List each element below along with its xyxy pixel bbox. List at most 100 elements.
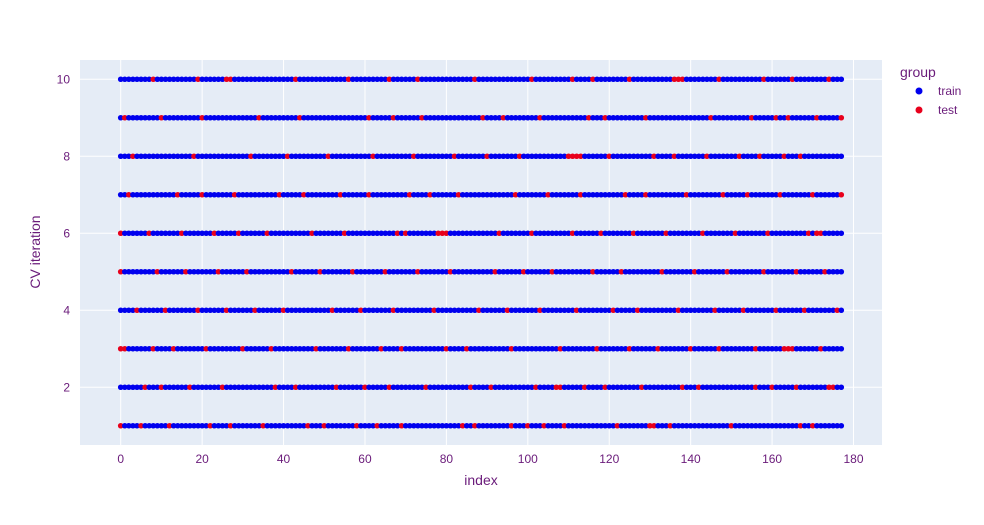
train-point (207, 153, 214, 160)
train-point (170, 191, 177, 198)
train-point (423, 114, 429, 121)
legend-item-test[interactable]: test (915, 103, 959, 117)
train-point (321, 191, 328, 198)
train-point (720, 230, 727, 237)
test-point (496, 230, 503, 237)
train-point (447, 384, 454, 391)
train-point (569, 114, 576, 121)
train-point (370, 422, 376, 429)
train-point (329, 422, 336, 429)
test-point (419, 114, 425, 121)
train-point (830, 422, 836, 429)
train-point (504, 345, 511, 352)
train-point (117, 191, 124, 198)
train-point (687, 384, 694, 391)
train-point (484, 191, 490, 198)
train-point (121, 422, 128, 429)
test-point (297, 114, 303, 121)
train-point (309, 114, 315, 121)
legend-item-train[interactable]: train (915, 84, 962, 98)
test-point (508, 422, 515, 429)
train-point (667, 153, 674, 160)
test-point (195, 76, 201, 83)
train-point (183, 230, 189, 237)
test-point (732, 230, 739, 237)
train-point (830, 76, 836, 83)
train-point (618, 153, 625, 160)
train-point (130, 114, 136, 121)
train-point (675, 153, 682, 160)
x-axis-ticks: 0 20 40 60 80 100 120 140 160 180 (117, 452, 863, 466)
train-point (720, 384, 727, 391)
train-point (199, 230, 205, 237)
train-point (752, 268, 759, 275)
train-point (838, 422, 845, 429)
x-axis-title: index (464, 472, 497, 488)
test-point (219, 384, 226, 391)
test-point (435, 230, 442, 237)
train-point (647, 384, 653, 391)
train-point (757, 191, 763, 198)
test-point (415, 268, 421, 275)
train-point (459, 345, 466, 352)
train-point (231, 114, 238, 121)
train-point (142, 76, 148, 83)
train-point (244, 422, 250, 429)
train-point (268, 230, 275, 237)
train-point (602, 268, 608, 275)
train-point (671, 345, 678, 352)
train-point (557, 114, 564, 121)
train-point (476, 114, 482, 121)
train-point (801, 114, 808, 121)
train-point (557, 230, 564, 237)
train-point (525, 307, 531, 314)
train-point (268, 191, 275, 198)
train-point (708, 422, 714, 429)
train-point (174, 153, 181, 160)
train-point (333, 307, 340, 314)
train-point (219, 422, 226, 429)
train-point (362, 114, 368, 121)
train-point (488, 230, 494, 237)
train-point (207, 230, 214, 237)
train-point (826, 191, 832, 198)
test-point (427, 191, 433, 198)
test-point (345, 76, 352, 83)
train-point (704, 76, 710, 83)
train-point (252, 76, 258, 83)
train-point (272, 76, 279, 83)
train-point (170, 114, 177, 121)
train-point (256, 153, 262, 160)
train-point (582, 114, 588, 121)
train-point (484, 307, 490, 314)
train-point (402, 307, 409, 314)
train-point (419, 230, 425, 237)
train-point (622, 422, 629, 429)
train-point (675, 384, 682, 391)
train-point (468, 345, 474, 352)
train-point (459, 191, 466, 198)
train-point (431, 76, 437, 83)
train-point (341, 268, 348, 275)
train-point (724, 307, 731, 314)
train-point (423, 345, 429, 352)
train-point (162, 76, 169, 83)
test-point (301, 191, 307, 198)
train-point (406, 76, 413, 83)
test-point (541, 422, 547, 429)
train-point (614, 307, 621, 314)
train-point (736, 307, 743, 314)
test-point (451, 153, 458, 160)
train-point (809, 268, 816, 275)
train-point (777, 153, 784, 160)
train-point (134, 230, 140, 237)
train-point (626, 422, 633, 429)
iteration-row (117, 230, 845, 237)
test-point (757, 153, 763, 160)
train-point (606, 422, 613, 429)
train-point (227, 191, 234, 198)
train-point (264, 345, 271, 352)
train-point (162, 230, 169, 237)
train-point (822, 422, 828, 429)
